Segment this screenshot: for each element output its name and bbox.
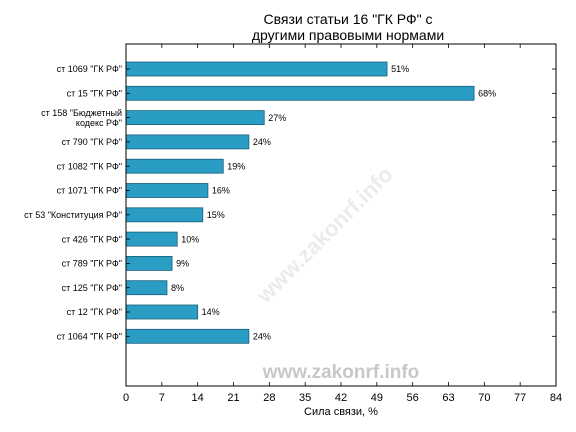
bar-6 xyxy=(125,183,209,198)
data-label-10: 8% xyxy=(171,283,184,293)
x-axis-label: Сила связи, % xyxy=(304,406,378,418)
x-tick-label-56: 56 xyxy=(407,392,419,404)
data-label-3: 27% xyxy=(268,113,286,123)
data-label-2: 68% xyxy=(478,89,496,99)
x-tick-label-0: 0 xyxy=(123,392,129,404)
category-label-4: ст 790 "ГК РФ" xyxy=(62,137,122,147)
data-label-9: 9% xyxy=(176,259,189,269)
x-tick-label-35: 35 xyxy=(299,392,311,404)
category-label-3-line-2: кодекс РФ" xyxy=(76,118,122,128)
bar-8 xyxy=(125,231,178,247)
category-label-8: ст 426 "ГК РФ" xyxy=(62,234,122,244)
data-label-6: 16% xyxy=(212,186,230,196)
x-tick-label-21: 21 xyxy=(227,392,239,404)
data-label-12: 24% xyxy=(253,332,271,342)
bar-7 xyxy=(125,207,204,223)
bar-12 xyxy=(125,328,250,344)
x-tick-label-7: 7 xyxy=(159,392,165,404)
category-label-10: ст 125 "ГК РФ" xyxy=(62,283,122,293)
bar-9 xyxy=(125,255,173,271)
data-label-5: 19% xyxy=(227,161,245,171)
data-label-8: 10% xyxy=(181,234,199,244)
x-tick-label-49: 49 xyxy=(371,392,383,404)
bar-4 xyxy=(125,134,250,150)
x-tick-label-77: 77 xyxy=(514,392,526,404)
x-tick-label-28: 28 xyxy=(263,392,275,404)
category-label-2: ст 15 "ГК РФ" xyxy=(67,89,122,99)
x-tick-label-84: 84 xyxy=(550,392,562,404)
data-label-1: 51% xyxy=(391,64,409,74)
bar-3 xyxy=(125,110,265,125)
bar-5 xyxy=(125,158,224,174)
bar-1 xyxy=(125,61,388,77)
bar-10 xyxy=(125,280,168,296)
data-label-7: 15% xyxy=(207,210,225,220)
category-label-7: ст 53 "Конституция РФ" xyxy=(24,210,122,220)
data-label-11: 14% xyxy=(202,307,220,317)
category-label-11: ст 12 "ГК РФ" xyxy=(67,307,122,317)
category-labels: ст 1069 "ГК РФ" ст 15 "ГК РФ" ст 158 "Бюдж… xyxy=(24,64,122,341)
category-label-6: ст 1071 "ГК РФ" xyxy=(57,186,122,196)
bar-group: 51% 68% 27% 24% 19% 16% 15% 10% 9% 8% 14% 24% xyxy=(125,61,556,344)
category-label-9: ст 789 "ГК РФ" xyxy=(62,259,122,269)
x-tick-label-70: 70 xyxy=(478,392,490,404)
category-label-5: ст 1082 "ГК РФ" xyxy=(57,161,122,171)
plot-frame xyxy=(125,43,557,387)
data-label-4: 24% xyxy=(253,137,271,147)
x-tick-label-63: 63 xyxy=(442,392,454,404)
bar-11 xyxy=(125,304,199,320)
chart-title-line-2: другими правовыми нормами xyxy=(252,27,444,43)
category-label-1: ст 1069 "ГК РФ" xyxy=(57,64,122,74)
chart-title-line-1: Связи статьи 16 "ГК РФ" с xyxy=(264,11,433,27)
category-label-3-line-1: ст 158 "Бюджетный xyxy=(41,108,122,118)
watermark: www.zakonrf.info xyxy=(262,362,420,383)
category-label-12: ст 1064 "ГК РФ" xyxy=(57,332,122,342)
x-tick-label-14: 14 xyxy=(192,392,204,404)
x-tick-label-42: 42 xyxy=(335,392,347,404)
bar-2 xyxy=(125,85,475,101)
